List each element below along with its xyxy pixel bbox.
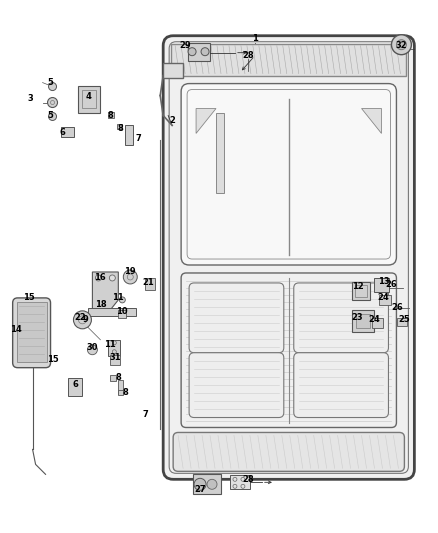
Circle shape xyxy=(110,275,115,281)
Text: 28: 28 xyxy=(242,475,254,484)
Circle shape xyxy=(392,35,411,55)
Text: 18: 18 xyxy=(95,301,106,309)
Text: 24: 24 xyxy=(369,316,380,324)
Bar xyxy=(216,114,224,193)
Circle shape xyxy=(74,311,92,329)
Circle shape xyxy=(124,270,137,284)
Text: 27: 27 xyxy=(194,485,206,494)
Text: 8: 8 xyxy=(123,388,128,397)
Text: 9: 9 xyxy=(82,316,88,324)
Circle shape xyxy=(49,112,57,120)
Bar xyxy=(78,86,100,114)
Bar xyxy=(230,475,250,489)
Text: 8: 8 xyxy=(107,111,113,120)
FancyBboxPatch shape xyxy=(173,432,404,471)
Text: 2: 2 xyxy=(169,116,175,125)
Circle shape xyxy=(49,83,57,91)
Text: 5: 5 xyxy=(48,111,53,120)
Circle shape xyxy=(88,345,97,355)
Text: 32: 32 xyxy=(396,41,407,50)
Bar xyxy=(371,318,384,328)
Text: 23: 23 xyxy=(352,313,364,322)
Text: 14: 14 xyxy=(10,325,21,334)
Bar xyxy=(118,310,126,318)
Bar xyxy=(108,340,120,356)
Bar xyxy=(352,310,374,332)
Bar xyxy=(118,390,124,394)
FancyBboxPatch shape xyxy=(294,353,389,417)
Text: 7: 7 xyxy=(135,134,141,143)
Text: 26: 26 xyxy=(392,303,403,312)
Text: 3: 3 xyxy=(28,94,33,103)
Polygon shape xyxy=(361,109,381,133)
Bar xyxy=(118,379,124,393)
FancyBboxPatch shape xyxy=(13,298,50,368)
Bar xyxy=(171,44,406,76)
Text: 6: 6 xyxy=(73,380,78,389)
Circle shape xyxy=(119,297,125,303)
Bar xyxy=(110,375,117,381)
Text: 6: 6 xyxy=(60,128,65,137)
Circle shape xyxy=(188,47,196,55)
Bar xyxy=(188,43,210,61)
Bar xyxy=(356,314,370,328)
Circle shape xyxy=(207,479,217,489)
Text: 28: 28 xyxy=(242,51,254,60)
Text: 10: 10 xyxy=(117,308,128,317)
Text: 11: 11 xyxy=(113,293,124,302)
Text: 21: 21 xyxy=(142,278,154,287)
Text: 25: 25 xyxy=(399,316,410,324)
Bar xyxy=(108,112,114,118)
Text: 26: 26 xyxy=(385,280,397,289)
Text: 30: 30 xyxy=(87,343,98,352)
FancyBboxPatch shape xyxy=(189,353,284,417)
Text: 8: 8 xyxy=(117,124,123,133)
Circle shape xyxy=(48,98,57,108)
Text: 24: 24 xyxy=(378,293,389,302)
Circle shape xyxy=(201,47,209,55)
Polygon shape xyxy=(196,109,216,133)
Text: 1: 1 xyxy=(252,34,258,43)
Bar xyxy=(117,124,122,130)
Bar xyxy=(379,295,392,305)
FancyBboxPatch shape xyxy=(181,273,396,427)
Bar xyxy=(193,474,221,494)
Bar xyxy=(397,318,407,326)
Bar xyxy=(60,127,74,138)
Text: 8: 8 xyxy=(116,373,121,382)
Bar xyxy=(355,285,367,297)
Text: 12: 12 xyxy=(352,282,364,292)
Text: 15: 15 xyxy=(47,355,58,364)
Text: 4: 4 xyxy=(85,92,92,101)
Bar xyxy=(110,355,120,365)
Circle shape xyxy=(194,478,206,490)
Text: 22: 22 xyxy=(74,313,86,322)
FancyBboxPatch shape xyxy=(163,36,414,479)
Bar xyxy=(125,125,133,146)
Text: 19: 19 xyxy=(124,268,136,277)
FancyBboxPatch shape xyxy=(189,283,284,353)
Bar xyxy=(68,378,82,395)
Text: 15: 15 xyxy=(23,293,35,302)
Text: 7: 7 xyxy=(142,410,148,419)
Bar xyxy=(163,63,183,78)
Text: 13: 13 xyxy=(378,278,389,286)
Bar xyxy=(17,302,46,362)
Text: 31: 31 xyxy=(110,353,121,362)
Bar xyxy=(88,308,136,316)
Text: 16: 16 xyxy=(95,273,106,282)
Bar xyxy=(82,90,96,108)
Circle shape xyxy=(396,40,406,50)
Polygon shape xyxy=(92,272,118,310)
Text: 5: 5 xyxy=(48,78,53,87)
FancyBboxPatch shape xyxy=(181,84,396,265)
Text: 29: 29 xyxy=(179,41,191,50)
FancyBboxPatch shape xyxy=(294,283,389,353)
Circle shape xyxy=(95,275,101,281)
Text: 11: 11 xyxy=(105,340,116,349)
Bar xyxy=(352,282,370,300)
Bar xyxy=(145,278,155,290)
Bar xyxy=(374,278,389,292)
